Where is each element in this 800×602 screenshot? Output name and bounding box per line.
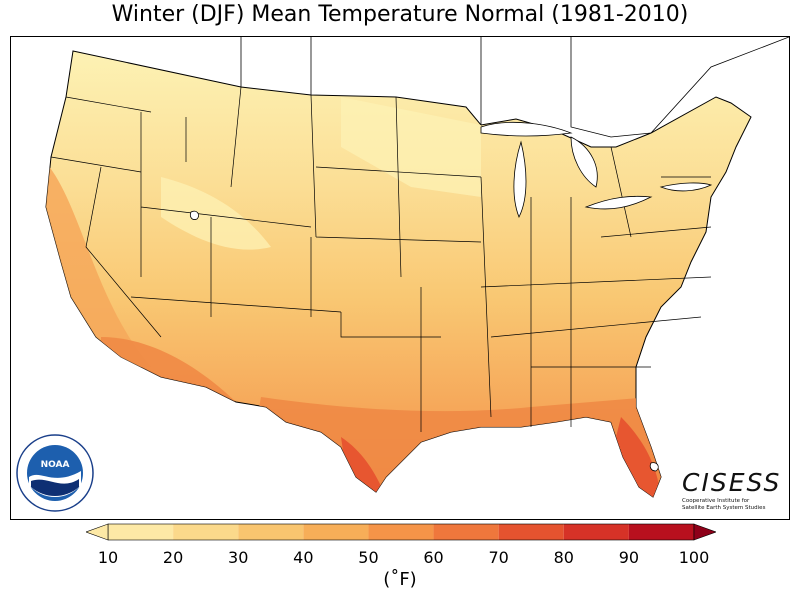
great-salt-lake (189, 210, 199, 220)
colorbar-cell (628, 524, 694, 540)
colorbar-tick-label: 30 (228, 548, 249, 567)
great-lakes (189, 121, 713, 472)
colorbar-tick-label: 60 (423, 548, 444, 567)
lake-okeechobee (649, 462, 659, 472)
colorbar-cell (498, 524, 564, 540)
map-title: Winter (DJF) Mean Temperature Normal (19… (111, 2, 689, 27)
cisess-subtitle: Cooperative Institute for Satellite Eart… (682, 498, 778, 511)
colorbar-tick-label: 80 (553, 548, 574, 567)
cisess-wordmark: CISESS (682, 468, 782, 497)
lake-erie (584, 195, 653, 210)
noaa-wave (31, 479, 79, 496)
colorbar-cell (173, 524, 239, 540)
colorbar-units: (˚F) (383, 569, 417, 590)
cisess-logo: CISESS Cooperative Institute for Satelli… (682, 468, 782, 511)
canada-borders (240, 37, 789, 138)
colorbar-right-extend (693, 523, 716, 541)
colorbar-tick-label: 70 (488, 548, 509, 567)
state-borders (50, 86, 712, 432)
rocky-mountain-cold-zone (161, 177, 271, 250)
colorbar-cell (303, 524, 369, 540)
colorbar-cell (108, 524, 174, 540)
colorbar (86, 523, 716, 541)
cisess-subtitle-line1: Cooperative Institute for (682, 498, 750, 504)
colorbar-left-extend (86, 523, 109, 541)
gulf-coast-hot-zone (241, 397, 671, 497)
lake-ontario (659, 182, 713, 192)
cisess-subtitle-line2: Satellite Earth System Studies (682, 504, 766, 511)
colorbar-cells (107, 523, 695, 541)
lake-superior (480, 121, 573, 137)
colorbar-tick-label: 100 (678, 548, 710, 567)
map-panel: NOAA (10, 36, 790, 520)
colorbar-cell (563, 524, 629, 540)
colorbar-cell (238, 524, 304, 540)
noaa-logo: NOAA (16, 434, 94, 512)
colorbar-tick-label: 10 (97, 548, 119, 567)
us-temperature-map: NOAA (16, 37, 789, 512)
colorbar-cell (368, 524, 434, 540)
noaa-center-text: NOAA (41, 460, 70, 470)
colorbar-tick-label: 20 (162, 548, 184, 567)
colorbar-cell (433, 524, 499, 540)
colorbar-tick-label: 50 (358, 548, 379, 567)
lake-huron (570, 136, 598, 188)
colorbar-tick-label: 40 (293, 548, 314, 567)
lake-michigan (513, 140, 527, 218)
colorbar-tick-label: 90 (618, 548, 640, 567)
northern-plains-cold-zone (341, 97, 481, 197)
